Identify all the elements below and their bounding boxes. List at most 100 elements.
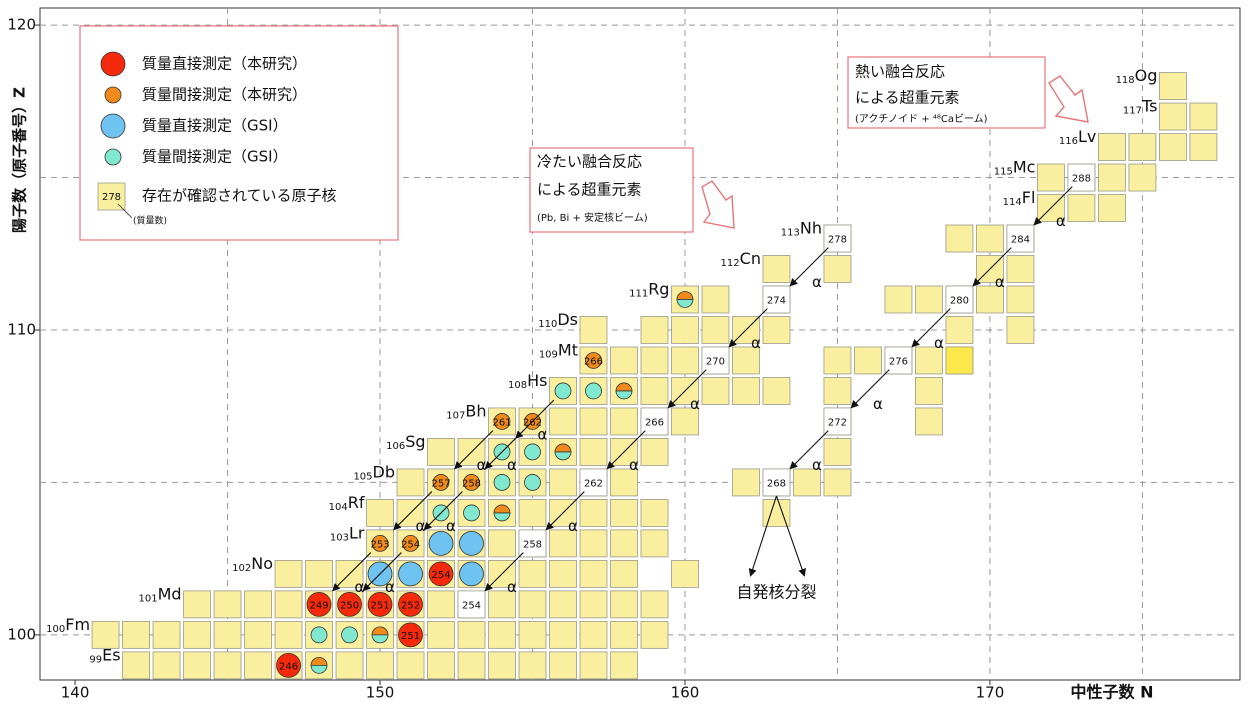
nuclide-cell: [183, 620, 211, 649]
marker-bottom-half: [676, 299, 694, 308]
mass-box: [762, 468, 791, 497]
hollow-arrow: [1048, 75, 1089, 123]
alpha-arrow: [789, 247, 829, 287]
nuclide-cell: [549, 590, 577, 619]
hollow-arrow: [701, 180, 735, 229]
alpha-label: α: [507, 578, 517, 596]
marker: [493, 413, 511, 430]
marker: [554, 382, 572, 400]
marker: [428, 531, 454, 556]
nuclide-cell: [1159, 133, 1187, 161]
markers: 246 251 249 250 251 252 254 253 254 257 258 261 262 2…: [276, 291, 694, 678]
alpha-label: α: [477, 456, 487, 474]
alpha-arrow: [972, 247, 1012, 287]
mass-label: 272: [828, 417, 847, 428]
nuclide-cell: [823, 346, 852, 375]
nuclide-cell: [549, 407, 577, 436]
nuclide-cell: [579, 590, 608, 619]
nuclide-cell: [518, 590, 547, 619]
element-symbol: Md: [158, 584, 182, 603]
nuclide-cell: [945, 224, 974, 253]
alpha-arrow: [850, 369, 890, 409]
alpha-label: α: [385, 578, 395, 596]
nuclide-cell: [579, 620, 608, 649]
nuclide-cell: [732, 346, 760, 375]
atomic-number: 99: [89, 654, 102, 665]
nuclide-cell: [976, 224, 1004, 253]
atomic-number: 103: [330, 532, 349, 543]
mass-box: [884, 346, 913, 375]
nuclide-cell: [732, 377, 760, 405]
legend-marker: [104, 86, 122, 104]
nuclide-cell: [549, 468, 577, 497]
x-tick-label: 170: [976, 684, 1005, 702]
nuclide-cell: [671, 316, 699, 344]
mass-box: [579, 468, 608, 497]
alpha-label: α: [873, 395, 883, 413]
marker: [398, 561, 423, 587]
marker: [524, 474, 541, 491]
nuclide-cell: [122, 651, 150, 680]
x-tick-label: 150: [366, 684, 395, 702]
marker: [459, 531, 484, 556]
nuclide-cell: [549, 559, 577, 588]
legend-cell-mass: 278: [102, 192, 121, 203]
element-symbol: Nh: [800, 218, 822, 237]
atomic-number: 116: [1059, 136, 1078, 147]
nuclide-cell: [915, 377, 943, 405]
nuclide-cell: [274, 620, 303, 649]
element-symbol: Rg: [648, 279, 669, 298]
nuclide-cell: [1128, 133, 1157, 161]
alpha-label: α: [934, 334, 944, 352]
nuclide-cell: [518, 499, 547, 527]
element-label: 116Lv: [1059, 127, 1096, 148]
alpha-label: α: [812, 273, 822, 291]
mass-label: 280: [950, 295, 969, 306]
nuclide-cell: [427, 590, 455, 619]
mass-box: [762, 285, 791, 314]
nuclide-cell: [427, 620, 455, 649]
element-label: 107Bh: [446, 401, 486, 422]
alpha-label: α: [629, 456, 639, 474]
nuclide-cell: [305, 559, 333, 588]
callout-text: 熱い融合反応: [855, 63, 945, 81]
marker: [398, 591, 423, 617]
atomic-number: 110: [538, 319, 557, 330]
marker: [341, 626, 358, 644]
nuclide-cell: [610, 651, 638, 680]
alpha-arrow: [454, 430, 494, 470]
nuclide-cell: [1098, 194, 1126, 222]
nuclide-cell: [579, 407, 608, 436]
nuclide-cell: [701, 316, 730, 344]
marker-mass-label: 249: [309, 600, 328, 611]
legend-box: [79, 25, 399, 241]
legend-marker: [104, 148, 122, 166]
marker-mass-label: 251: [370, 600, 389, 611]
marker: [371, 535, 389, 552]
nuclide-cell: [1037, 163, 1065, 192]
element-symbol: Cn: [740, 248, 761, 267]
marker-mass-label: 258: [462, 478, 481, 489]
marker: [585, 352, 602, 369]
alpha-label: α: [812, 456, 822, 474]
fission-label: 自発核分裂: [736, 582, 816, 601]
marker: [428, 561, 454, 587]
element-label: 110Ds: [538, 309, 578, 330]
marker-bottom-half: [615, 390, 633, 400]
nuclide-cell: [457, 651, 486, 680]
nuclide-cell: [274, 590, 303, 619]
nuclide-cell: [1067, 194, 1096, 222]
nuclide-cell: [579, 499, 608, 527]
mass-box: [701, 346, 730, 375]
nuclide-cell: [366, 499, 394, 527]
nuclide-cell: [518, 620, 547, 649]
nuclide-cell: [488, 590, 516, 619]
alpha-arrow: [1033, 186, 1073, 226]
x-tick-label: 140: [61, 684, 90, 702]
element-symbol: Ds: [557, 309, 578, 328]
nuclide-cell: [610, 346, 638, 375]
nuclide-cell: [396, 651, 425, 680]
nuclide-cell: [671, 346, 699, 375]
nuclide-cell: [915, 285, 943, 314]
